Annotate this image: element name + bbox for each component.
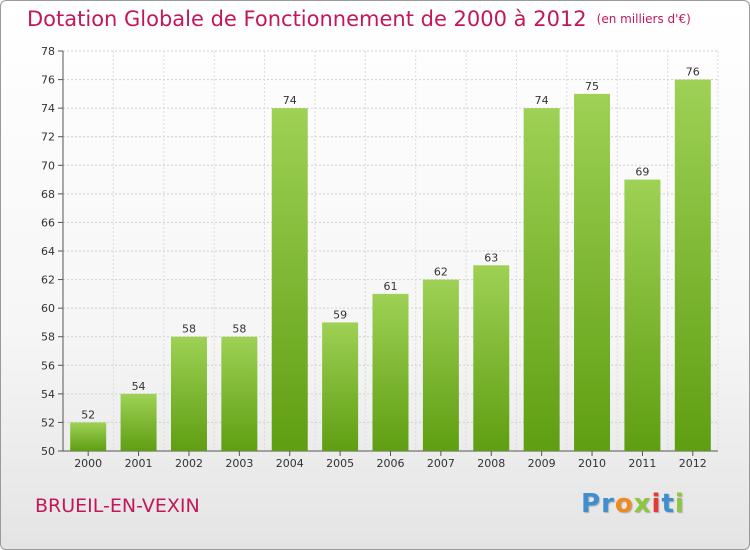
data-label: 74 bbox=[535, 94, 549, 107]
logo-letter: o bbox=[614, 489, 634, 519]
chart-subtitle: (en milliers d'€) bbox=[596, 12, 691, 26]
bar-layer bbox=[70, 79, 711, 452]
data-label: 58 bbox=[232, 323, 246, 336]
data-label: 58 bbox=[182, 323, 196, 336]
data-label: 63 bbox=[484, 251, 498, 264]
bar bbox=[372, 293, 409, 451]
x-tick-label: 2007 bbox=[427, 457, 455, 470]
label-layer: 52 54 58 58 74 59 61 62 63 74 75 69 76 bbox=[81, 66, 700, 422]
y-tick-label: 66 bbox=[41, 216, 55, 229]
bar bbox=[120, 393, 157, 451]
x-tick-label: 2009 bbox=[528, 457, 556, 470]
bar bbox=[70, 422, 107, 451]
x-tick-label: 2006 bbox=[377, 457, 405, 470]
bar bbox=[170, 336, 207, 451]
data-label: 61 bbox=[384, 280, 398, 293]
proxiti-logo: Proxiti bbox=[581, 489, 685, 519]
data-label: 62 bbox=[434, 266, 448, 279]
data-label: 74 bbox=[283, 94, 297, 107]
y-tick-label: 70 bbox=[41, 159, 55, 172]
bar bbox=[221, 336, 258, 451]
x-tick-label: 2000 bbox=[74, 457, 102, 470]
y-tick-label: 60 bbox=[41, 302, 55, 315]
y-tick-label: 68 bbox=[41, 188, 55, 201]
data-label: 59 bbox=[333, 308, 347, 321]
logo-letter: x bbox=[633, 489, 652, 519]
bar bbox=[422, 279, 459, 451]
logo-letter: i bbox=[674, 489, 685, 519]
logo-letter: i bbox=[651, 489, 662, 519]
y-tick-label: 56 bbox=[41, 359, 55, 372]
x-tick-label: 2003 bbox=[225, 457, 253, 470]
x-tick-label: 2004 bbox=[276, 457, 304, 470]
bar bbox=[473, 265, 510, 451]
chart-title: Dotation Globale de Fonctionnement de 20… bbox=[27, 7, 691, 31]
y-tick-label: 58 bbox=[41, 331, 55, 344]
axis-layer: 50 52 54 56 58 60 62 64 66 68 70 72 74 76 78 2000 2001 20… bbox=[41, 45, 718, 470]
data-label: 69 bbox=[635, 166, 649, 179]
x-tick-label: 2005 bbox=[326, 457, 354, 470]
y-tick-label: 54 bbox=[41, 388, 55, 401]
bar bbox=[322, 322, 359, 451]
data-label: 76 bbox=[686, 66, 700, 79]
x-tick-label: 2011 bbox=[628, 457, 656, 470]
y-tick-label: 62 bbox=[41, 274, 55, 287]
y-tick-label: 72 bbox=[41, 131, 55, 144]
bar bbox=[271, 108, 308, 452]
x-tick-label: 2008 bbox=[477, 457, 505, 470]
x-tick-label: 2002 bbox=[175, 457, 203, 470]
bar bbox=[523, 108, 560, 452]
y-tick-label: 52 bbox=[41, 416, 55, 429]
x-tick-label: 2001 bbox=[125, 457, 153, 470]
x-tick-label: 2012 bbox=[679, 457, 707, 470]
y-tick-label: 50 bbox=[41, 445, 55, 458]
x-tick-label: 2010 bbox=[578, 457, 606, 470]
y-tick-label: 64 bbox=[41, 245, 55, 258]
logo-letter: P bbox=[581, 489, 602, 519]
y-tick-label: 78 bbox=[41, 45, 55, 58]
y-tick-label: 76 bbox=[41, 74, 55, 87]
data-label: 54 bbox=[132, 380, 146, 393]
logo-letter: t bbox=[661, 489, 675, 519]
bar bbox=[624, 179, 661, 452]
y-tick-label: 74 bbox=[41, 102, 55, 115]
chart-title-text: Dotation Globale de Fonctionnement de 20… bbox=[27, 7, 587, 31]
data-label: 52 bbox=[81, 408, 95, 421]
logo-letter: r bbox=[601, 489, 615, 519]
bar bbox=[674, 79, 711, 452]
bar bbox=[574, 93, 611, 451]
data-label: 75 bbox=[585, 80, 599, 93]
place-name: BRUEIL-EN-VEXIN bbox=[35, 495, 200, 517]
